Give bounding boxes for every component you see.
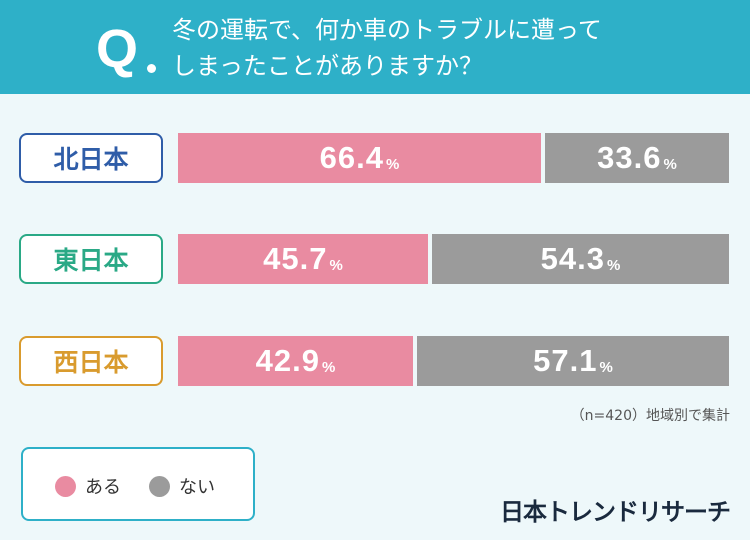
bar-no-north-value: 33.6 [597, 140, 662, 175]
question-line-1: 冬の運転で、何か車のトラブルに遭って [172, 16, 602, 44]
bar-yes-north-unit: % [386, 155, 400, 173]
bar-yes-west-value: 42.9 [255, 343, 320, 378]
brand-logo: 日本トレンドリサーチ [500, 498, 731, 526]
bar-no-north: 33.6% [545, 133, 729, 183]
question-mark: Q [96, 19, 139, 79]
bar-no-east: 54.3% [432, 234, 729, 284]
region-label-east: 東日本 [19, 234, 163, 284]
bar-yes-east: 45.7% [178, 234, 428, 284]
legend-label-yes: ある [85, 477, 121, 498]
bar-yes-north: 66.4% [178, 133, 541, 183]
bar-no-north-unit: % [663, 155, 677, 173]
bar-yes-west-unit: % [322, 358, 336, 376]
bar-no-west-value: 57.1 [533, 343, 598, 378]
question-header: Q 冬の運転で、何か車のトラブルに遭って しまったことがありますか？ [0, 0, 750, 94]
legend-dot-yes [55, 475, 76, 497]
bar-yes-north-value: 66.4 [319, 140, 384, 175]
legend-item-no: ない [149, 473, 215, 499]
legend-label-no: ない [179, 477, 215, 498]
bar-no-west: 57.1% [417, 336, 729, 386]
question-text: 冬の運転で、何か車のトラブルに遭って しまったことがありますか？ [172, 12, 732, 84]
bar-no-west-unit: % [599, 358, 613, 376]
bar-no-east-unit: % [607, 256, 621, 274]
bar-yes-east-value: 45.7 [263, 241, 328, 276]
question-mark-dot [147, 64, 156, 73]
legend: ある ない [21, 447, 255, 521]
bar-yes-west: 42.9% [178, 336, 413, 386]
region-label-north: 北日本 [19, 133, 163, 183]
legend-item-yes: ある [55, 473, 121, 499]
legend-dot-no [149, 475, 170, 497]
bar-yes-east-unit: % [329, 256, 343, 274]
question-line-2: しまったことがありますか？ [172, 52, 484, 80]
region-label-west: 西日本 [19, 336, 163, 386]
bar-no-east-value: 54.3 [540, 241, 605, 276]
sample-note: （n=420）地域別で集計 [570, 408, 730, 424]
